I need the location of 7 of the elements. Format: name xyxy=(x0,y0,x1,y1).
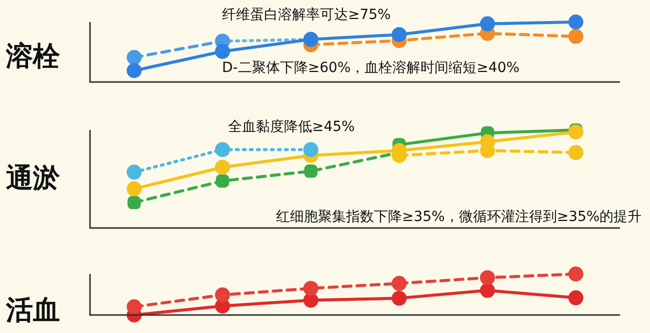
annotation: 红细胞聚集指数下降≥35%，微循环灌注得到≥35%的提升 xyxy=(276,208,642,226)
annotation: 纤维蛋白溶解率可达≥75% xyxy=(222,6,391,24)
y-axis-title: 通淤 xyxy=(6,162,60,196)
annotation: D-二聚体下降≥60%，血栓溶解时间缩短≥40% xyxy=(222,59,520,77)
annotation: 全血黏度降低≥45% xyxy=(228,118,355,136)
y-axis-title: 活血 xyxy=(6,294,60,328)
y-axis-title: 溶栓 xyxy=(6,40,60,74)
